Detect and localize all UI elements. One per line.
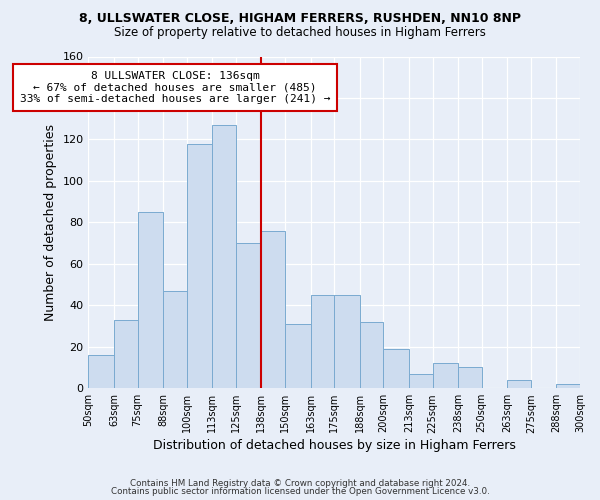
Y-axis label: Number of detached properties: Number of detached properties	[44, 124, 57, 321]
Text: 8 ULLSWATER CLOSE: 136sqm
← 67% of detached houses are smaller (485)
33% of semi: 8 ULLSWATER CLOSE: 136sqm ← 67% of detac…	[20, 71, 330, 104]
X-axis label: Distribution of detached houses by size in Higham Ferrers: Distribution of detached houses by size …	[153, 440, 515, 452]
Bar	[137, 212, 163, 388]
Bar	[236, 243, 262, 388]
Bar	[458, 368, 482, 388]
Text: Size of property relative to detached houses in Higham Ferrers: Size of property relative to detached ho…	[114, 26, 486, 39]
Bar	[360, 322, 383, 388]
Text: Contains HM Land Registry data © Crown copyright and database right 2024.: Contains HM Land Registry data © Crown c…	[130, 478, 470, 488]
Text: Contains public sector information licensed under the Open Government Licence v3: Contains public sector information licen…	[110, 487, 490, 496]
Text: 8, ULLSWATER CLOSE, HIGHAM FERRERS, RUSHDEN, NN10 8NP: 8, ULLSWATER CLOSE, HIGHAM FERRERS, RUSH…	[79, 12, 521, 26]
Bar	[334, 295, 360, 388]
Bar	[311, 295, 334, 388]
Bar	[285, 324, 311, 388]
Bar	[187, 144, 212, 388]
Bar	[507, 380, 531, 388]
Bar	[433, 364, 458, 388]
Bar	[88, 355, 114, 388]
Bar	[556, 384, 580, 388]
Bar	[163, 291, 187, 388]
Bar	[409, 374, 433, 388]
Bar	[383, 349, 409, 388]
Bar	[262, 230, 285, 388]
Bar	[212, 125, 236, 388]
Bar	[114, 320, 137, 388]
